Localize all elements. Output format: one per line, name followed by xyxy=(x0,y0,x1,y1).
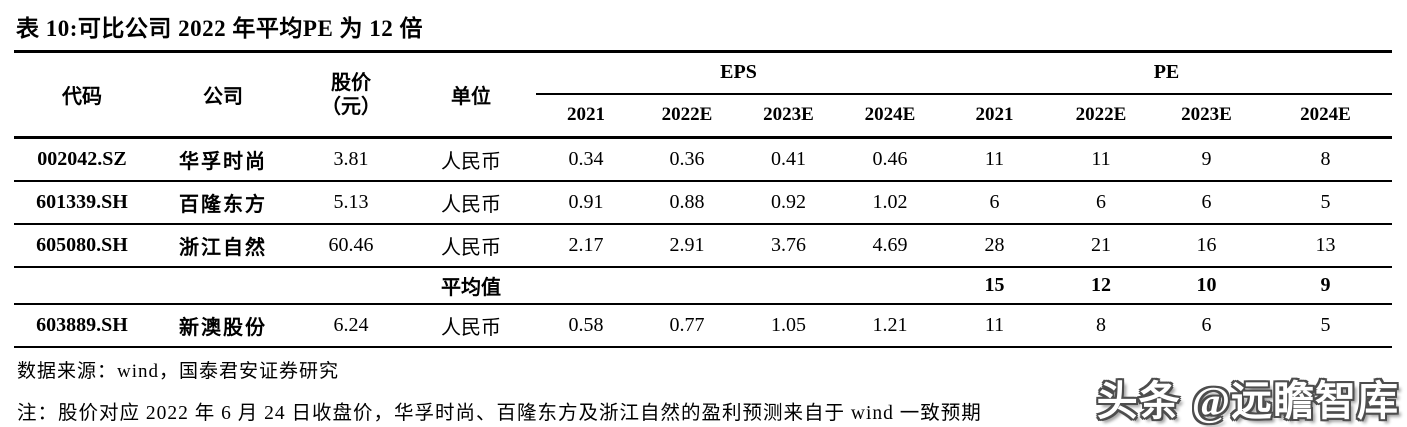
footnote: 注：股价对应 2022 年 6 月 24 日收盘价，华孚时尚、百隆东方及浙江自然… xyxy=(17,402,982,424)
pe-2024e-cell: 5 xyxy=(1259,180,1392,225)
eps-2022e-cell: 0.77 xyxy=(636,303,738,348)
pe-2022e-cell: 21 xyxy=(1048,223,1154,268)
company-cell: 新澳股份 xyxy=(150,303,296,348)
empty-cell xyxy=(296,266,406,305)
pe-2024e-cell: 13 xyxy=(1259,223,1392,268)
empty-cell xyxy=(536,266,636,305)
pe-2021-cell: 11 xyxy=(941,303,1048,348)
company-cell: 百隆东方 xyxy=(150,180,296,225)
header-eps-year-2022e: 2022E xyxy=(636,93,738,139)
eps-2023e-cell: 1.05 xyxy=(738,303,839,348)
pe-2022e-cell: 8 xyxy=(1048,303,1154,348)
table-row: 603889.SH 新澳股份 6.24 人民币 0.58 0.77 1.05 1… xyxy=(14,303,1392,348)
pe-2023e-cell: 6 xyxy=(1154,180,1259,225)
empty-cell xyxy=(150,266,296,305)
unit-cell: 人民币 xyxy=(406,223,536,268)
average-label-cell: 平均值 xyxy=(406,266,536,305)
header-group-row: 代码 公司 股价 （元） 单位 EPS PE xyxy=(14,51,1392,139)
eps-2022e-cell: 0.88 xyxy=(636,180,738,225)
eps-2024e-cell: 0.46 xyxy=(839,137,941,182)
eps-2023e-cell: 0.41 xyxy=(738,137,839,182)
empty-cell xyxy=(839,266,941,305)
pe-2021-cell: 11 xyxy=(941,137,1048,182)
code-cell: 601339.SH xyxy=(14,180,150,225)
unit-cell: 人民币 xyxy=(406,137,536,182)
pe-2023e-cell: 6 xyxy=(1154,303,1259,348)
eps-2022e-cell: 2.91 xyxy=(636,223,738,268)
pe-2022e-cell: 6 xyxy=(1048,180,1154,225)
header-eps-year-2021: 2021 xyxy=(536,93,636,139)
header-eps-year-2023e: 2023E xyxy=(738,93,839,139)
header-unit: 单位 xyxy=(406,51,536,139)
header-price-line2: （元） xyxy=(321,95,381,118)
header-company: 公司 xyxy=(150,51,296,139)
eps-2024e-cell: 1.02 xyxy=(839,180,941,225)
eps-2022e-cell: 0.36 xyxy=(636,137,738,182)
header-eps-year-2024e: 2024E xyxy=(839,93,941,139)
pe-2024e-cell: 5 xyxy=(1259,303,1392,348)
header-pe-year-2024e: 2024E xyxy=(1259,93,1392,139)
header-pe-year-2021: 2021 xyxy=(941,93,1048,139)
table-row: 605080.SH 浙江自然 60.46 人民币 2.17 2.91 3.76 … xyxy=(14,223,1392,268)
pe-2021-cell: 6 xyxy=(941,180,1048,225)
eps-2021-cell: 2.17 xyxy=(536,223,636,268)
table-title: 表 10:可比公司 2022 年平均PE 为 12 倍 xyxy=(16,16,424,41)
code-cell: 605080.SH xyxy=(14,223,150,268)
table-row: 002042.SZ 华孚时尚 3.81 人民币 0.34 0.36 0.41 0… xyxy=(14,137,1392,182)
eps-2023e-cell: 3.76 xyxy=(738,223,839,268)
header-pe-year-2022e: 2022E xyxy=(1048,93,1154,139)
price-cell: 60.46 xyxy=(296,223,406,268)
eps-2024e-cell: 4.69 xyxy=(839,223,941,268)
eps-2021-cell: 0.91 xyxy=(536,180,636,225)
empty-cell xyxy=(636,266,738,305)
code-cell: 002042.SZ xyxy=(14,137,150,182)
header-eps-group: EPS xyxy=(536,51,941,95)
price-cell: 6.24 xyxy=(296,303,406,348)
header-pe-year-2023e: 2023E xyxy=(1154,93,1259,139)
empty-cell xyxy=(738,266,839,305)
comparable-companies-table: 代码 公司 股价 （元） 单位 EPS PE 2021 2022E 2023E … xyxy=(14,50,1392,348)
code-cell: 603889.SH xyxy=(14,303,150,348)
avg-pe-2022e-cell: 12 xyxy=(1048,266,1154,305)
header-pe-group: PE xyxy=(941,51,1392,95)
header-code: 代码 xyxy=(14,51,150,139)
header-price-line1: 股价 xyxy=(331,71,371,94)
pe-2023e-cell: 16 xyxy=(1154,223,1259,268)
price-cell: 5.13 xyxy=(296,180,406,225)
pe-2021-cell: 28 xyxy=(941,223,1048,268)
eps-2021-cell: 0.58 xyxy=(536,303,636,348)
header-year-row: 2021 2022E 2023E 2024E 2021 2022E 2023E … xyxy=(14,93,1392,139)
company-cell: 华孚时尚 xyxy=(150,137,296,182)
empty-cell xyxy=(14,266,150,305)
avg-pe-2023e-cell: 10 xyxy=(1154,266,1259,305)
unit-cell: 人民币 xyxy=(406,180,536,225)
pe-2023e-cell: 9 xyxy=(1154,137,1259,182)
data-source-note: 数据来源：wind，国泰君安证券研究 xyxy=(17,360,340,382)
avg-pe-2021-cell: 15 xyxy=(941,266,1048,305)
average-row: 平均值 15 12 10 9 xyxy=(14,266,1392,305)
eps-2023e-cell: 0.92 xyxy=(738,180,839,225)
pe-2022e-cell: 11 xyxy=(1048,137,1154,182)
eps-2021-cell: 0.34 xyxy=(536,137,636,182)
watermark-text: 头条 @远瞻智库 xyxy=(1096,378,1399,424)
unit-cell: 人民币 xyxy=(406,303,536,348)
eps-2024e-cell: 1.21 xyxy=(839,303,941,348)
header-price: 股价 （元） xyxy=(296,51,406,139)
pe-2024e-cell: 8 xyxy=(1259,137,1392,182)
table-row: 601339.SH 百隆东方 5.13 人民币 0.91 0.88 0.92 1… xyxy=(14,180,1392,225)
company-cell: 浙江自然 xyxy=(150,223,296,268)
price-cell: 3.81 xyxy=(296,137,406,182)
avg-pe-2024e-cell: 9 xyxy=(1259,266,1392,305)
table-header: 代码 公司 股价 （元） 单位 EPS PE 2021 2022E 2023E … xyxy=(14,51,1392,139)
